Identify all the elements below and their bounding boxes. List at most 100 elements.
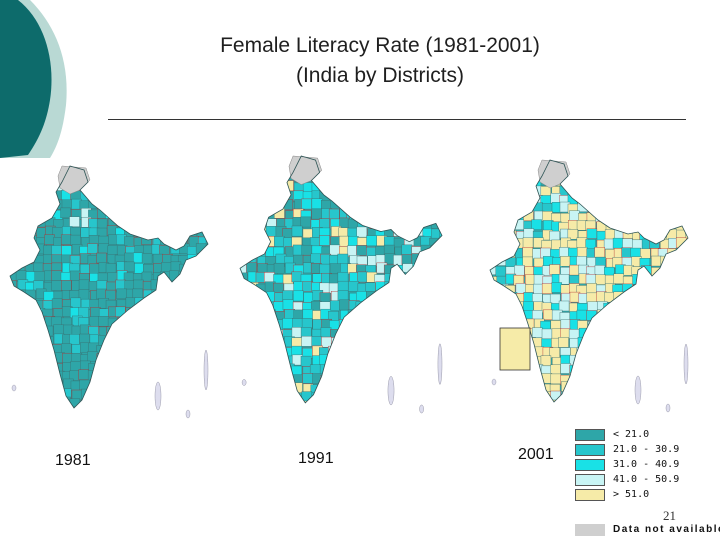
district-cell [97,191,109,202]
district-cell [61,280,72,291]
district-cell [177,344,189,356]
district-cell [348,319,359,330]
district-cell [159,290,170,302]
district-cell [337,375,349,386]
district-cell [440,327,442,338]
district-cell [685,266,688,277]
district-cell [10,171,19,182]
district-cell [114,369,126,381]
district-cell [254,346,266,358]
district-cell [614,312,626,323]
district-cell [403,354,415,366]
district-cell [516,184,527,195]
district-cell [135,309,146,320]
district-cell [254,328,266,340]
district-cell [186,324,198,336]
district-cell [319,263,330,275]
district-cell [141,372,153,383]
district-cell [61,343,72,354]
district-cell [150,345,161,356]
district-cell [282,318,293,329]
district-cell [531,185,543,197]
district-cell [365,173,377,184]
district-cell [293,290,304,302]
district-cell [329,171,340,183]
district-cell [87,190,99,202]
district-cell [367,347,379,359]
district-cell [421,172,433,184]
district-cell [577,372,588,383]
district-cell [677,211,688,222]
district-cell [161,281,172,293]
district-cell [505,301,517,313]
district-cell [613,391,625,402]
district-cell [115,218,127,229]
district-cell [151,172,162,184]
district-cell [319,364,331,375]
district-cell [658,373,669,384]
district-cell [490,336,500,347]
district-cell [410,217,422,229]
district-cell [123,166,135,175]
district-cell [383,401,395,403]
district-cell [632,166,644,177]
district-cell [685,175,688,186]
district-cell [648,383,659,394]
district-cell [441,355,442,367]
district-cell [675,248,687,259]
district-cell [420,209,432,221]
district-cell [641,337,653,348]
district-cell [178,389,189,400]
district-cell [374,217,386,228]
district-cell [161,198,172,209]
district-cell [255,319,267,331]
district-cell [659,337,671,349]
district-cell [668,194,680,205]
district-cell [401,218,413,229]
district-cell [490,160,500,170]
district-cell [348,281,359,292]
district-cell [329,375,340,386]
district-cell [622,238,633,249]
district-cell [246,245,258,256]
district-cell [639,175,650,186]
district-cell [339,235,350,247]
district-cell [384,300,395,312]
district-cell [60,207,71,219]
district-cell [329,244,341,256]
district-cell [347,354,359,366]
district-cell [348,346,360,357]
district-cell [356,372,368,384]
island [634,375,642,405]
district-cell [411,356,423,368]
legend-swatch [575,459,605,471]
district-cell [125,407,137,408]
district-cell [356,244,367,256]
district-cell [204,218,208,229]
district-cell [125,397,137,408]
district-cell [422,162,433,173]
district-cell [596,174,607,186]
district-cell [648,285,660,296]
district-cell [169,218,180,229]
district-cell [639,160,651,169]
district-cell [365,181,377,193]
district-cell [490,201,499,213]
district-cell [606,194,617,205]
district-cell [606,312,617,323]
district-cell [384,327,395,339]
district-cell [25,317,36,328]
district-cell [394,374,406,386]
district-cell [273,262,285,274]
district-cell [196,190,207,202]
district-cell [622,320,633,331]
district-cell [33,173,45,184]
district-cell [410,171,422,183]
district-cell [624,375,635,386]
district-cell [311,400,322,403]
district-cell [430,179,441,191]
district-cell [180,173,191,185]
district-cell [422,302,434,313]
district-cell [33,325,44,337]
district-cell [358,318,369,330]
